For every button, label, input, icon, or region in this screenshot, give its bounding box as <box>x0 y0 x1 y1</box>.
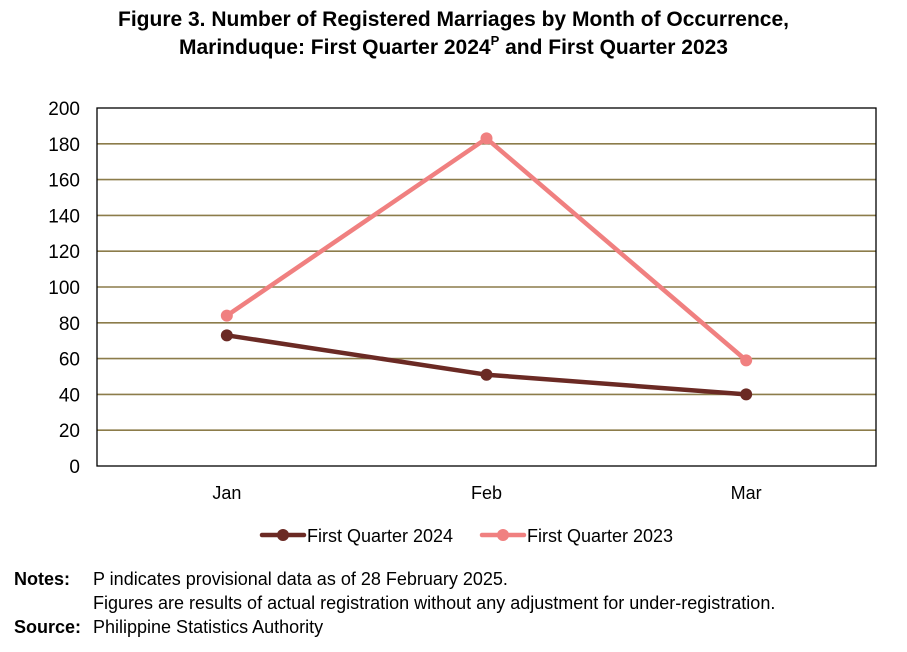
data-point <box>220 309 233 322</box>
legend: First Quarter 2024 First Quarter 2023 <box>259 526 673 546</box>
series-line <box>224 333 749 397</box>
y-tick-label: 100 <box>48 278 80 299</box>
legend-swatch-marker <box>277 529 289 541</box>
line-chart: 0 20 40 60 80 100 120 140 160 180 200 Jan Feb Mar Fi… <box>48 99 877 546</box>
data-point <box>740 354 753 367</box>
chart-title: Figure 3. Number of Registered Marriages… <box>0 6 907 62</box>
x-axis-ticks: Jan Feb Mar <box>212 483 761 503</box>
chart-title-line2-prefix: Marinduque: First Quarter 2024 <box>178 36 491 59</box>
source-label: Source: <box>14 617 82 637</box>
series-line <box>224 136 749 363</box>
y-tick-label: 140 <box>48 206 80 227</box>
footnotes: Notes: P indicates provisional data as o… <box>14 567 775 639</box>
y-tick-label: 160 <box>48 171 80 192</box>
x-tick-label: Jan <box>212 483 241 503</box>
legend-item: First Quarter 2023 <box>479 526 673 546</box>
series-first-quarter-2024 <box>220 329 753 401</box>
legend-label: First Quarter 2024 <box>307 526 453 546</box>
chart-title-line2-suffix: and First Quarter 2023 <box>499 36 728 59</box>
data-point <box>480 368 493 381</box>
y-tick-label: 20 <box>59 421 80 442</box>
series-first-quarter-2023 <box>220 132 753 367</box>
notes-row-2: Figures are results of actual registrati… <box>14 591 775 615</box>
gridlines <box>97 143 876 432</box>
y-tick-label: 40 <box>59 385 80 406</box>
y-tick-label: 80 <box>59 314 80 335</box>
plot-area <box>96 107 877 467</box>
y-tick-label: 200 <box>48 99 80 120</box>
x-tick-label: Mar <box>731 483 762 503</box>
y-tick-label: 0 <box>69 457 80 478</box>
series-lines <box>220 132 753 401</box>
data-point <box>220 329 233 342</box>
legend-item: First Quarter 2024 <box>259 526 453 546</box>
source-row: Source: Philippine Statistics Authority <box>14 615 775 639</box>
y-tick-label: 120 <box>48 242 80 263</box>
y-tick-label: 180 <box>48 135 80 156</box>
notes-row-1: Notes: P indicates provisional data as o… <box>14 567 775 591</box>
chart-title-line2: Marinduque: First Quarter 2024P and Firs… <box>0 34 907 62</box>
y-axis-ticks: 0 20 40 60 80 100 120 140 160 180 200 <box>48 99 80 478</box>
source-text: Philippine Statistics Authority <box>93 617 324 637</box>
notes-label: Notes: <box>14 569 71 589</box>
chart-title-line1: Figure 3. Number of Registered Marriages… <box>118 8 789 31</box>
provisional-superscript: P <box>490 33 500 48</box>
data-point <box>480 132 493 145</box>
notes-line-1: P indicates provisional data as of 28 Fe… <box>93 569 508 589</box>
legend-swatch-marker <box>497 529 509 541</box>
x-tick-label: Feb <box>471 483 502 503</box>
data-point <box>740 388 753 401</box>
notes-line-2: Figures are results of actual registrati… <box>93 593 776 613</box>
legend-label: First Quarter 2023 <box>527 526 673 546</box>
y-tick-label: 60 <box>59 350 80 371</box>
